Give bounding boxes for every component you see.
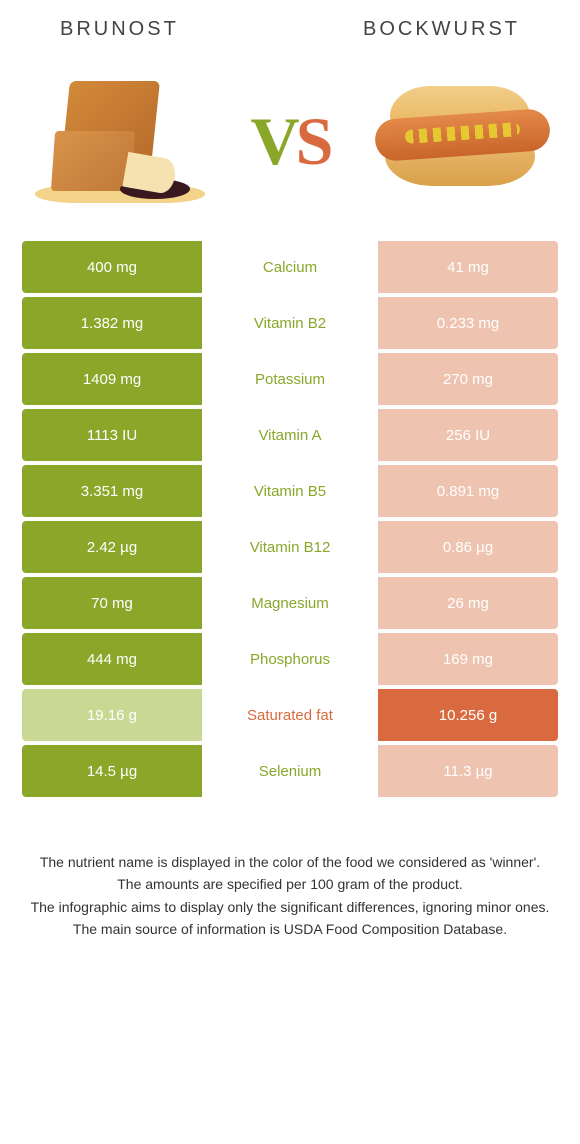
table-row: 3.351 mgVitamin B50.891 mg xyxy=(22,465,558,517)
vs-icon: VS xyxy=(251,102,330,181)
left-value: 1.382 mg xyxy=(22,297,202,349)
left-value: 2.42 µg xyxy=(22,521,202,573)
table-row: 1.382 mgVitamin B20.233 mg xyxy=(22,297,558,349)
nutrient-name: Vitamin B12 xyxy=(202,521,378,573)
left-food-title: BRUNOST xyxy=(60,18,179,41)
header: BRUNOST BOCKWURST xyxy=(0,0,580,51)
nutrition-table: 400 mgCalcium41 mg1.382 mgVitamin B20.23… xyxy=(0,241,580,797)
footnote-line: The amounts are specified per 100 gram o… xyxy=(30,873,550,895)
left-value: 400 mg xyxy=(22,241,202,293)
nutrient-name: Magnesium xyxy=(202,577,378,629)
right-value: 41 mg xyxy=(378,241,558,293)
right-value: 169 mg xyxy=(378,633,558,685)
nutrient-name: Vitamin A xyxy=(202,409,378,461)
right-value: 256 IU xyxy=(378,409,558,461)
right-value: 0.233 mg xyxy=(378,297,558,349)
left-value: 19.16 g xyxy=(22,689,202,741)
left-value: 444 mg xyxy=(22,633,202,685)
table-row: 1113 IUVitamin A256 IU xyxy=(22,409,558,461)
right-value: 11.3 µg xyxy=(378,745,558,797)
left-value: 1409 mg xyxy=(22,353,202,405)
footnote-line: The main source of information is USDA F… xyxy=(30,918,550,940)
table-row: 70 mgMagnesium26 mg xyxy=(22,577,558,629)
nutrient-name: Calcium xyxy=(202,241,378,293)
footnote-line: The infographic aims to display only the… xyxy=(30,896,550,918)
bockwurst-image xyxy=(370,66,550,216)
nutrient-name: Vitamin B2 xyxy=(202,297,378,349)
brunost-image xyxy=(30,66,210,216)
nutrient-name: Saturated fat xyxy=(202,689,378,741)
nutrient-name: Vitamin B5 xyxy=(202,465,378,517)
footnote-line: The nutrient name is displayed in the co… xyxy=(30,851,550,873)
left-value: 14.5 µg xyxy=(22,745,202,797)
table-row: 1409 mgPotassium270 mg xyxy=(22,353,558,405)
right-value: 0.86 µg xyxy=(378,521,558,573)
left-value: 1113 IU xyxy=(22,409,202,461)
table-row: 400 mgCalcium41 mg xyxy=(22,241,558,293)
right-food-title: BOCKWURST xyxy=(363,18,520,41)
table-row: 444 mgPhosphorus169 mg xyxy=(22,633,558,685)
nutrient-name: Selenium xyxy=(202,745,378,797)
left-value: 3.351 mg xyxy=(22,465,202,517)
table-row: 19.16 gSaturated fat10.256 g xyxy=(22,689,558,741)
table-row: 2.42 µgVitamin B120.86 µg xyxy=(22,521,558,573)
right-value: 270 mg xyxy=(378,353,558,405)
images-row: VS xyxy=(0,51,580,241)
footnote: The nutrient name is displayed in the co… xyxy=(0,801,580,941)
table-row: 14.5 µgSelenium11.3 µg xyxy=(22,745,558,797)
right-value: 10.256 g xyxy=(378,689,558,741)
left-value: 70 mg xyxy=(22,577,202,629)
nutrient-name: Phosphorus xyxy=(202,633,378,685)
right-value: 0.891 mg xyxy=(378,465,558,517)
right-value: 26 mg xyxy=(378,577,558,629)
nutrient-name: Potassium xyxy=(202,353,378,405)
